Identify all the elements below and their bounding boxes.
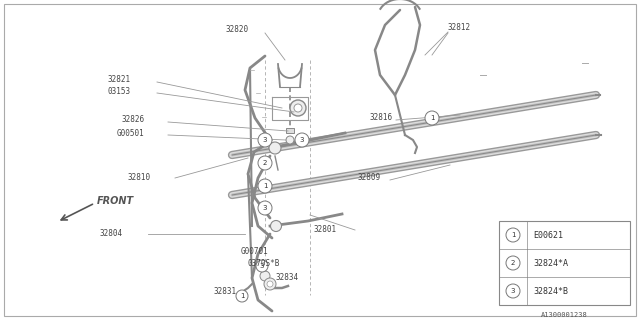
Text: 32826: 32826 — [121, 116, 144, 124]
Text: 32810: 32810 — [128, 173, 151, 182]
Circle shape — [506, 284, 520, 298]
Text: 2: 2 — [511, 260, 515, 266]
Text: 32831: 32831 — [213, 286, 236, 295]
Circle shape — [264, 278, 276, 290]
Text: 3: 3 — [260, 263, 264, 269]
Text: 32834: 32834 — [275, 273, 298, 282]
Bar — [499, 221, 630, 305]
Circle shape — [506, 256, 520, 270]
Text: 32824*A: 32824*A — [533, 259, 568, 268]
Text: 32824*B: 32824*B — [533, 286, 568, 295]
Circle shape — [286, 136, 294, 144]
Text: 1: 1 — [240, 293, 244, 299]
Text: 32820: 32820 — [226, 25, 249, 34]
Circle shape — [271, 220, 282, 231]
Circle shape — [294, 104, 302, 112]
Circle shape — [256, 260, 268, 272]
Circle shape — [236, 290, 248, 302]
Circle shape — [258, 156, 272, 170]
Circle shape — [269, 142, 281, 154]
Circle shape — [267, 281, 273, 287]
Circle shape — [258, 179, 272, 193]
Circle shape — [425, 111, 439, 125]
Text: 32809: 32809 — [357, 173, 380, 182]
Text: 1: 1 — [429, 115, 435, 121]
Circle shape — [295, 133, 309, 147]
Text: 32804: 32804 — [100, 229, 123, 238]
Text: 32812: 32812 — [448, 23, 471, 33]
Bar — [286, 128, 294, 133]
Circle shape — [506, 228, 520, 242]
Text: 03153: 03153 — [108, 87, 131, 97]
Text: 1: 1 — [511, 232, 515, 238]
Text: FRONT: FRONT — [97, 196, 134, 206]
Text: 2: 2 — [263, 160, 267, 166]
Text: 32801: 32801 — [313, 225, 336, 234]
Text: 3: 3 — [263, 137, 268, 143]
Circle shape — [258, 201, 272, 215]
Circle shape — [290, 100, 306, 116]
Text: 1: 1 — [263, 183, 268, 189]
Circle shape — [258, 133, 272, 147]
Text: E00621: E00621 — [533, 230, 563, 239]
Text: 0370S*B: 0370S*B — [248, 260, 280, 268]
Text: G00501: G00501 — [117, 129, 145, 138]
Text: 32816: 32816 — [369, 114, 392, 123]
Text: 3: 3 — [511, 288, 515, 294]
Text: 32821: 32821 — [108, 75, 131, 84]
Circle shape — [260, 271, 270, 281]
Text: G00701: G00701 — [241, 246, 269, 255]
Text: 3: 3 — [300, 137, 304, 143]
Text: 3: 3 — [263, 205, 268, 211]
Text: A1300001238: A1300001238 — [541, 312, 588, 318]
